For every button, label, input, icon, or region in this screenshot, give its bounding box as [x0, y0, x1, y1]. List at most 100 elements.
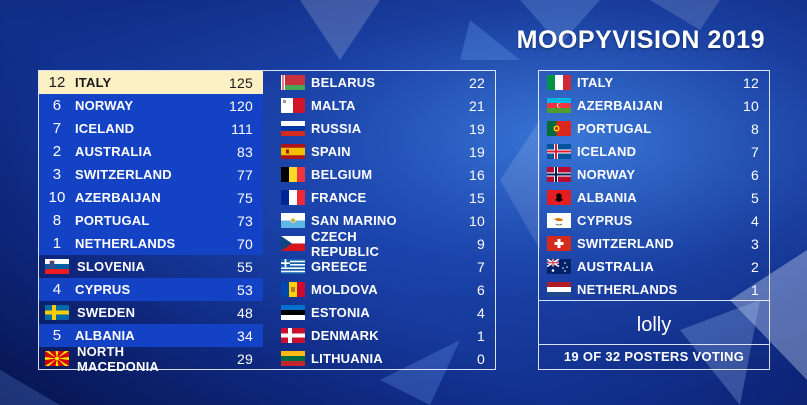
- country-name: NETHERLANDS: [75, 236, 176, 251]
- points-awarded: 10: [48, 189, 66, 206]
- czech-republic-flag-icon: [281, 236, 305, 251]
- country-score: 70: [237, 235, 253, 252]
- voter-points-row: ITALY 12: [539, 71, 769, 94]
- estonia-flag-icon-svg: [281, 305, 305, 320]
- portugal-flag-icon-svg: [547, 121, 571, 136]
- leaderboard-row: SPAIN 19: [273, 140, 495, 163]
- country-score: 22: [469, 74, 485, 91]
- voter-divider-top: [539, 300, 769, 301]
- slovenia-flag-icon-svg: [45, 259, 69, 274]
- points-given: 3: [751, 235, 759, 252]
- country-name: CYPRUS: [577, 213, 633, 228]
- country-name: SWITZERLAND: [577, 236, 674, 251]
- points-awarded: 5: [52, 327, 62, 344]
- points-given: 4: [751, 212, 759, 229]
- country-score: 7: [477, 258, 485, 275]
- points-awarded: 3: [52, 166, 62, 183]
- country-score: 83: [237, 143, 253, 160]
- points-given: 8: [751, 120, 759, 137]
- country-name: LITHUANIA: [311, 351, 383, 366]
- iceland-flag-icon: [547, 144, 571, 159]
- country-name: ICELAND: [75, 121, 135, 136]
- leaderboard-row: 6 NORWAY 120: [39, 94, 263, 117]
- country-name: RUSSIA: [311, 121, 362, 136]
- country-name: PORTUGAL: [577, 121, 652, 136]
- voter-points-row: NORWAY 6: [539, 163, 769, 186]
- leaderboard-row: DENMARK 1: [273, 324, 495, 347]
- country-score: 4: [477, 304, 485, 321]
- points-given: 5: [751, 189, 759, 206]
- norway-flag-icon-svg: [547, 167, 571, 182]
- country-name: GREECE: [311, 259, 368, 274]
- country-score: 73: [237, 212, 253, 229]
- country-score: 19: [469, 120, 485, 137]
- azerbaijan-flag-icon: [547, 98, 571, 113]
- voter-points-row: NETHERLANDS 1: [539, 278, 769, 301]
- country-score: 29: [237, 350, 253, 367]
- country-score: 6: [477, 281, 485, 298]
- spain-flag-icon-svg: [281, 144, 305, 159]
- voter-panel: lolly 19 OF 32 POSTERS VOTING ITALY 12 AZE…: [538, 70, 770, 370]
- leaderboard-row: 2 AUSTRALIA 83: [39, 140, 263, 163]
- cyprus-flag-icon: [547, 213, 571, 228]
- voter-points-row: SWITZERLAND 3: [539, 232, 769, 255]
- country-name: NORTH MACEDONIA: [77, 343, 159, 374]
- leaderboard-row: 3 SWITZERLAND 77: [39, 163, 263, 186]
- country-name: DENMARK: [311, 328, 379, 343]
- france-flag-icon-svg: [281, 190, 305, 205]
- leaderboard-row: 1 NETHERLANDS 70: [39, 232, 263, 255]
- country-score: 19: [469, 143, 485, 160]
- russia-flag-icon-svg: [281, 121, 305, 136]
- points-awarded: 2: [52, 143, 62, 160]
- country-score: 125: [229, 74, 253, 91]
- belgium-flag-icon: [281, 167, 305, 182]
- greece-flag-icon-svg: [281, 259, 305, 274]
- country-score: 75: [237, 189, 253, 206]
- country-name: SWITZERLAND: [75, 167, 172, 182]
- country-score: 21: [469, 97, 485, 114]
- country-score: 53: [237, 281, 253, 298]
- voter-points-row: ALBANIA 5: [539, 186, 769, 209]
- denmark-flag-icon: [281, 328, 305, 343]
- voting-status: 19 OF 32 POSTERS VOTING: [563, 349, 745, 364]
- leaderboard-row: 12 ITALY 125: [39, 71, 263, 94]
- north-macedonia-flag-icon: [45, 351, 69, 366]
- points-given: 12: [743, 74, 759, 91]
- points-awarded: 6: [52, 97, 62, 114]
- leaderboard-row: 4 CYPRUS 53: [39, 278, 263, 301]
- leaderboard-row: LITHUANIA 0: [273, 347, 495, 370]
- country-name: CZECH REPUBLIC: [311, 228, 380, 259]
- cyprus-flag-icon-svg: [547, 213, 571, 228]
- country-name: ESTONIA: [311, 305, 370, 320]
- leaderboard-row: ESTONIA 4: [273, 301, 495, 324]
- leaderboard-row: SWEDEN 48: [39, 301, 263, 324]
- country-name: ALBANIA: [75, 328, 135, 343]
- leaderboard-row: BELARUS 22: [273, 71, 495, 94]
- san-marino-flag-icon-svg: [281, 213, 305, 228]
- points-awarded: 7: [52, 120, 62, 137]
- leaderboard-row: FRANCE 15: [273, 186, 495, 209]
- norway-flag-icon: [547, 167, 571, 182]
- malta-flag-icon: [281, 98, 305, 113]
- lithuania-flag-icon-svg: [281, 351, 305, 366]
- voter-points-row: AZERBAIJAN 10: [539, 94, 769, 117]
- country-score: 0: [477, 350, 485, 367]
- netherlands-flag-icon-svg: [547, 282, 571, 297]
- country-name: MALTA: [311, 98, 356, 113]
- denmark-flag-icon-svg: [281, 328, 305, 343]
- page-title: MOOPYVISION 2019: [516, 26, 765, 54]
- points-given: 7: [751, 143, 759, 160]
- greece-flag-icon: [281, 259, 305, 274]
- country-name: SWEDEN: [77, 305, 136, 320]
- country-name: SLOVENIA: [77, 259, 146, 274]
- country-score: 111: [231, 120, 253, 137]
- country-name: FRANCE: [311, 190, 367, 205]
- country-score: 15: [469, 189, 485, 206]
- moldova-flag-icon: [281, 282, 305, 297]
- country-name: SPAIN: [311, 144, 351, 159]
- country-name: BELARUS: [311, 75, 376, 90]
- switzerland-flag-icon: [547, 236, 571, 251]
- points-awarded: 8: [52, 212, 62, 229]
- moldova-flag-icon-svg: [281, 282, 305, 297]
- country-score: 48: [237, 304, 253, 321]
